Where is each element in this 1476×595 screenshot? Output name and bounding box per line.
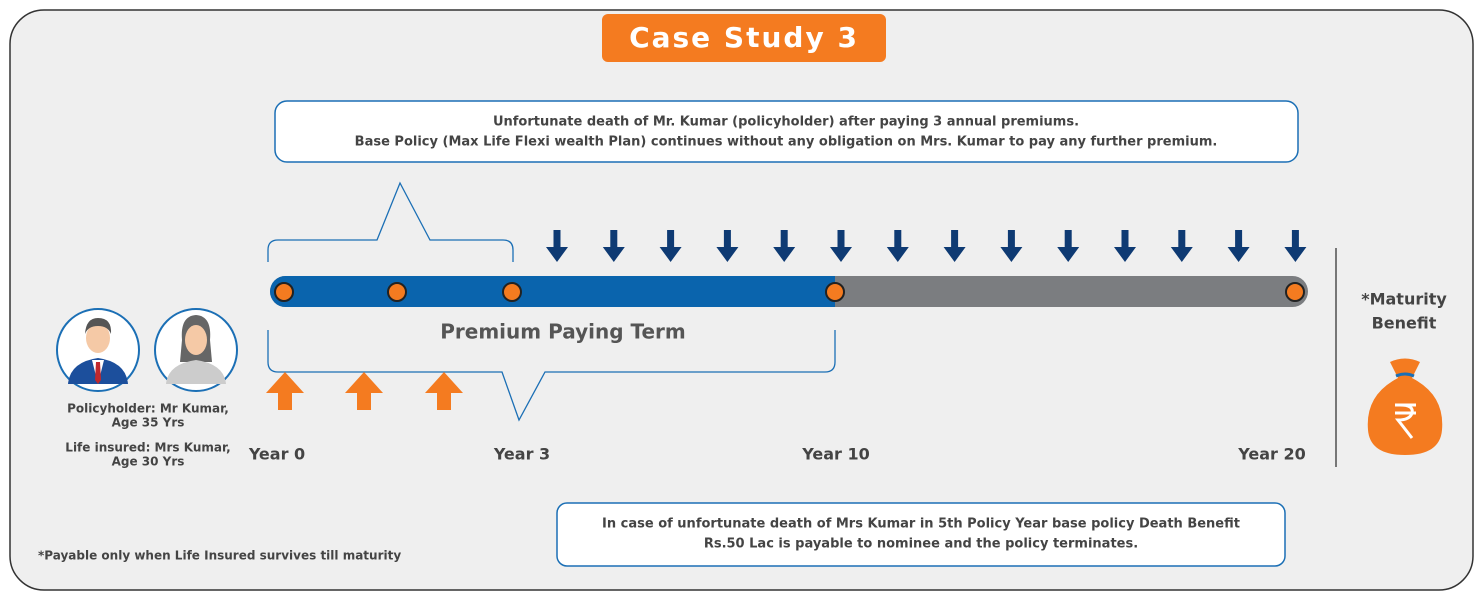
maturity-line: Benefit	[1372, 314, 1437, 333]
avatar-woman	[155, 309, 237, 391]
people-line: Age 30 Yrs	[112, 455, 185, 469]
year-label: Year 3	[493, 445, 550, 464]
timeline-blue	[270, 276, 835, 307]
year-label: Year 20	[1237, 445, 1306, 464]
avatar-man	[57, 309, 139, 391]
top-note-line: Unfortunate death of Mr. Kumar (policyho…	[493, 115, 1079, 130]
title: Case Study 3	[629, 21, 859, 54]
top-note-line: Base Policy (Max Life Flexi wealth Plan)…	[355, 135, 1218, 150]
timeline-dot	[826, 283, 844, 301]
people-line: Life insured: Mrs Kumar,	[65, 441, 230, 455]
term-label: Premium Paying Term	[440, 320, 686, 344]
footnote: *Payable only when Life Insured survives…	[38, 549, 401, 563]
timeline-dot	[1286, 283, 1304, 301]
bottom-note-box	[557, 503, 1285, 566]
diagram: Case Study 3 Unfortunate death of Mr. Ku…	[0, 0, 1476, 595]
page: Case Study 3 Unfortunate death of Mr. Ku…	[0, 0, 1476, 595]
people-line: Policyholder: Mr Kumar,	[67, 402, 229, 416]
people-line: Age 35 Yrs	[112, 416, 185, 430]
timeline-dot	[503, 283, 521, 301]
year-label: Year 10	[801, 445, 870, 464]
maturity-line: *Maturity	[1361, 290, 1447, 309]
top-note-box	[275, 101, 1298, 162]
year-label: Year 0	[248, 445, 305, 464]
timeline-dot	[388, 283, 406, 301]
bottom-note-line: Rs.50 Lac is payable to nominee and the …	[704, 537, 1138, 552]
bottom-note-line: In case of unfortunate death of Mrs Kuma…	[602, 517, 1240, 532]
timeline-dot	[275, 283, 293, 301]
